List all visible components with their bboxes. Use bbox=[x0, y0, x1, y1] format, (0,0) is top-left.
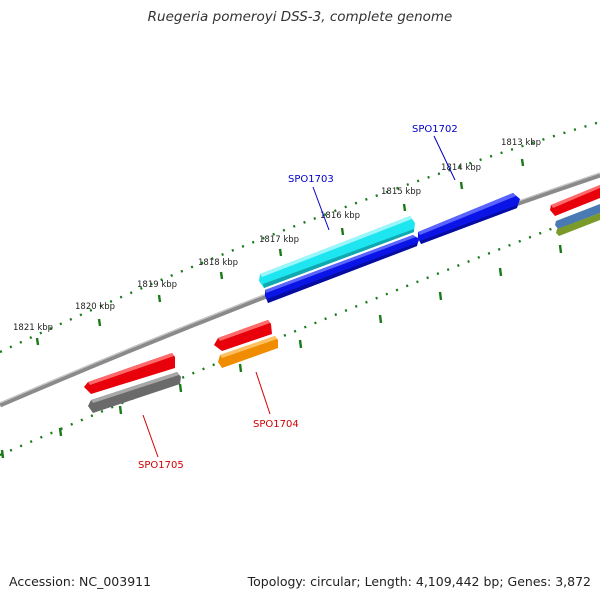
tick-1817 bbox=[278, 248, 283, 257]
genome-summary-text: Topology: circular; Length: 4,109,442 bp… bbox=[247, 574, 591, 589]
tick-label-1819: 1819 kbp bbox=[137, 280, 177, 290]
gene-label-spo1704[interactable]: SPO1704 bbox=[253, 419, 299, 430]
cds-blue-spo1702[interactable] bbox=[418, 193, 520, 244]
map-title: Ruegeria pomeroyi DSS-3, complete genome bbox=[147, 9, 453, 25]
gene-label-spo1703[interactable]: SPO1703 bbox=[288, 174, 334, 185]
tick-1816 bbox=[340, 227, 345, 236]
tick-label-1813: 1813 kbp bbox=[501, 138, 541, 148]
tick-1821 bbox=[35, 337, 40, 346]
cds-cyan[interactable] bbox=[259, 216, 415, 288]
tick-labels: 1821 kbp 1820 kbp 1819 kbp 1818 kbp 1817… bbox=[13, 138, 541, 333]
tick-1813 bbox=[520, 158, 525, 167]
tick-label-1815: 1815 kbp bbox=[381, 187, 421, 197]
gene-labels: SPO1702 SPO1703 SPO1704 SPO1705 bbox=[138, 124, 458, 471]
tick-1815 bbox=[402, 203, 407, 212]
upper-scale-track bbox=[0, 120, 600, 354]
cds-red-spo1704[interactable] bbox=[214, 320, 272, 351]
tick-1814 bbox=[459, 181, 464, 190]
lower-scale-track bbox=[0, 208, 600, 457]
tick-label-1816: 1816 kbp bbox=[320, 211, 360, 221]
tick-label-1817: 1817 kbp bbox=[259, 235, 299, 245]
cds-steelblue-right[interactable] bbox=[555, 204, 600, 229]
tick-1818 bbox=[219, 271, 224, 280]
gene-label-spo1702[interactable]: SPO1702 bbox=[412, 124, 458, 135]
leader-spo1705 bbox=[142, 414, 159, 458]
tick-label-1821: 1821 kbp bbox=[13, 323, 53, 333]
tick-label-1818: 1818 kbp bbox=[198, 258, 238, 268]
tick-1820 bbox=[97, 318, 102, 327]
gene-label-spo1705[interactable]: SPO1705 bbox=[138, 460, 184, 471]
cds-orange-spo1704[interactable] bbox=[218, 336, 278, 368]
leader-spo1702 bbox=[433, 135, 456, 181]
label-leaders bbox=[142, 135, 456, 458]
accession-text: Accession: NC_003911 bbox=[9, 574, 152, 589]
upper-major-ticks bbox=[35, 158, 525, 346]
tick-1819 bbox=[157, 294, 162, 303]
tick-label-1814: 1814 kbp bbox=[441, 163, 481, 173]
lower-major-ticks bbox=[0, 244, 563, 459]
forward-cds-features bbox=[259, 185, 600, 303]
cds-gray-spo1705[interactable] bbox=[88, 372, 181, 413]
reverse-cds-features bbox=[84, 320, 278, 413]
leader-spo1704 bbox=[255, 371, 271, 415]
tick-label-1820: 1820 kbp bbox=[75, 302, 115, 312]
cds-olive-right[interactable] bbox=[556, 213, 600, 236]
leader-spo1703 bbox=[312, 186, 330, 231]
